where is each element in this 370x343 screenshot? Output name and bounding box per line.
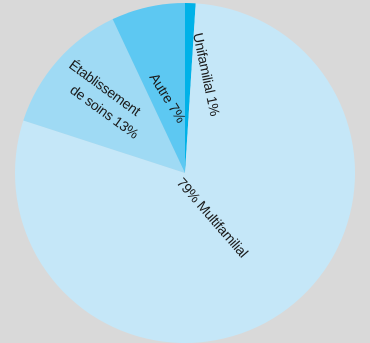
pie-slice-multifamilial: [15, 3, 355, 343]
pie-slice-autre: [112, 3, 185, 173]
pie-slices: [15, 3, 355, 343]
pie-slice--tablissement-de-soins: [23, 19, 186, 174]
pie-slice-unifamilial: [185, 3, 196, 173]
